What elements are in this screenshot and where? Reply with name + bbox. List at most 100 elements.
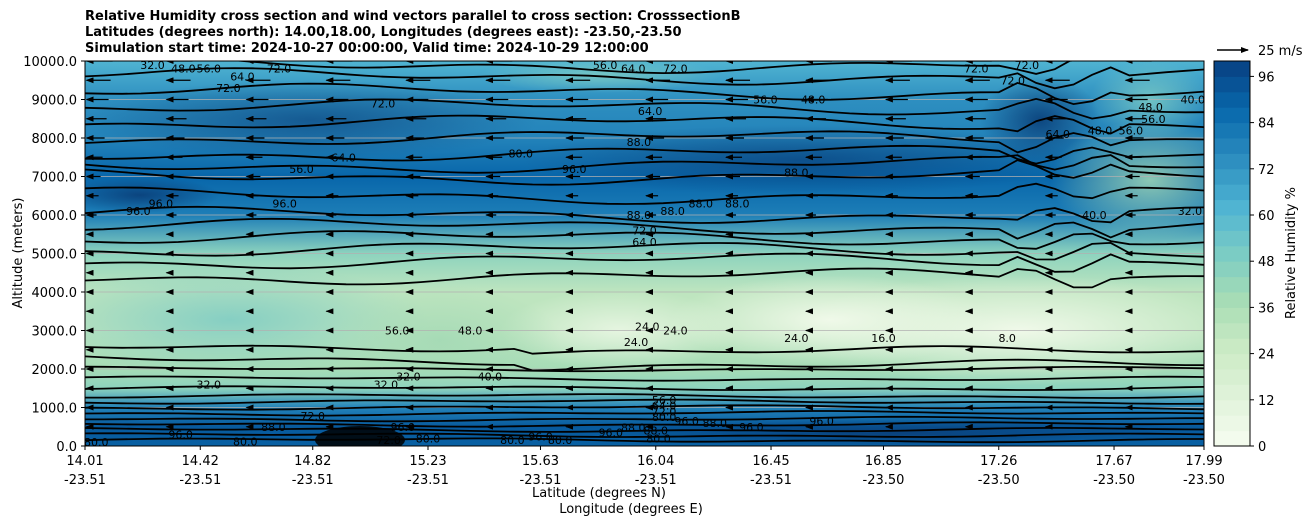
contour-label: 72.0 [376, 434, 401, 447]
wet-patch [315, 426, 405, 446]
contour-label: 88.0 [725, 197, 750, 210]
y-tick-label: 7000.0 [32, 171, 78, 186]
colorbar-step [1214, 199, 1250, 216]
x-tick-label-lon: -23.51 [750, 473, 792, 488]
contour-line [85, 130, 1204, 154]
contour-label: 96.0 [168, 428, 193, 441]
contour-label: 24.0 [635, 321, 660, 334]
title-line-1: Relative Humidity cross section and wind… [85, 9, 741, 24]
contour-line [85, 344, 1204, 355]
contour-label: 64.0 [652, 400, 677, 413]
chart-title: Relative Humidity cross section and wind… [85, 9, 741, 57]
contour-label: 48.0 [171, 63, 196, 76]
colorbar-step [1214, 399, 1250, 416]
x-tick-label-lat: 15.63 [522, 454, 559, 469]
contour-line [85, 365, 1204, 373]
contour-line [85, 114, 1204, 135]
x-tick-label-lon: -23.51 [520, 473, 562, 488]
dry-patch [500, 290, 740, 370]
x-tick-label-lon: -23.51 [179, 473, 221, 488]
contour-line [85, 230, 1204, 250]
contour-label: 88.0 [627, 136, 652, 149]
contour-line [85, 398, 1204, 405]
contour-label: 32.0 [196, 378, 221, 391]
contour-label: 56.0 [1141, 113, 1166, 126]
colorbar-step [1214, 168, 1250, 185]
colorbar-step [1214, 138, 1250, 154]
colorbar-step [1214, 107, 1250, 124]
green-patch [1050, 120, 1204, 240]
colorbar-ticks: 0 12 24 36 48 60 72 84 96 [1250, 70, 1275, 455]
contour-label: 40.0 [1082, 209, 1107, 222]
colorbar-step [1214, 184, 1250, 201]
colorbar-step [1214, 245, 1250, 262]
contour-label: 80.0 [233, 435, 258, 448]
colorbar-frame [1213, 60, 1251, 447]
contour-line [85, 410, 1204, 417]
contour-label: 80.0 [509, 147, 534, 160]
contour-label: 24.0 [663, 325, 688, 338]
colorbar-step [1214, 230, 1250, 247]
contour-line [85, 97, 1204, 120]
contour-label: 48.0 [458, 325, 483, 338]
contour-label: 40.0 [478, 371, 503, 384]
colorbar-step [1214, 322, 1250, 339]
colorbar-tick-label: 24 [1258, 348, 1275, 363]
contour-label: 64.0 [621, 63, 646, 76]
x-tick-label-lon: -23.51 [64, 473, 106, 488]
dry-patch [670, 275, 990, 365]
contour-label: 72.0 [216, 82, 241, 95]
y-tick-label: 0.0 [56, 440, 77, 455]
contour-label: 48.0 [1088, 124, 1113, 137]
contour-label: 24.0 [624, 336, 649, 349]
contour-label: 96.0 [739, 421, 764, 434]
x-axis-label-lon: Longitude (degrees E) [559, 502, 703, 517]
x-tick-label-lon: -23.51 [292, 473, 334, 488]
contour-label: 32.0 [140, 59, 165, 72]
contour-line [232, 61, 1072, 75]
contour-label: 96.0 [126, 205, 151, 218]
contour-label: 88.0 [660, 205, 685, 218]
contour-label: 80.0 [646, 432, 671, 445]
contour-label: 88.0 [703, 417, 728, 430]
contour-line [85, 217, 1204, 240]
contour-label: 96.0 [562, 163, 587, 176]
contour-line [85, 393, 1204, 399]
contour-label: 56.0 [385, 325, 410, 338]
colorbar-step [1214, 215, 1250, 231]
contour-label: 72.0 [632, 224, 657, 237]
x-tick-label-lat: 16.85 [865, 454, 902, 469]
y-axis-label: Altitude (meters) [11, 198, 26, 309]
wet-patch [520, 125, 1080, 195]
colorbar-step [1214, 91, 1250, 108]
quiver-key: 25 m/s [1217, 44, 1303, 59]
contour-label: 96.0 [528, 430, 553, 443]
contour-label: 80.0 [84, 436, 109, 449]
contour-line [85, 426, 1204, 433]
contour-label: 72.0 [652, 405, 677, 418]
contour-label: 96.0 [674, 415, 699, 428]
colorbar-tick-label: 12 [1258, 394, 1275, 409]
contour-label: 32.0 [1178, 205, 1203, 218]
contour-label: 72.0 [1001, 74, 1026, 87]
x-tick-label-lat: 17.26 [980, 454, 1017, 469]
contour-line [85, 385, 1204, 391]
colorbar-step [1214, 122, 1250, 139]
x-tick-label-lat: 17.67 [1095, 454, 1132, 469]
wind-vectors [85, 61, 1152, 430]
contour-line [85, 421, 1204, 428]
x-tick-label-lat: 15.23 [409, 454, 446, 469]
y-tick-label: 5000.0 [32, 248, 78, 263]
contour-line [85, 432, 1204, 438]
contour-line [85, 375, 1204, 382]
y-axis: 0.0 1000.0 2000.0 3000.0 4000.0 5000.0 6000.0 7… [23, 55, 85, 455]
contour-line [85, 66, 1204, 90]
contour-line [85, 159, 1204, 186]
x-tick-label-lat: 14.01 [66, 454, 103, 469]
colorbar-step [1214, 61, 1250, 77]
colorbar-step [1214, 338, 1250, 355]
contour-label: 80.0 [548, 434, 573, 447]
contour-label: 88.0 [627, 209, 652, 222]
y-tick-label: 9000.0 [32, 94, 78, 109]
